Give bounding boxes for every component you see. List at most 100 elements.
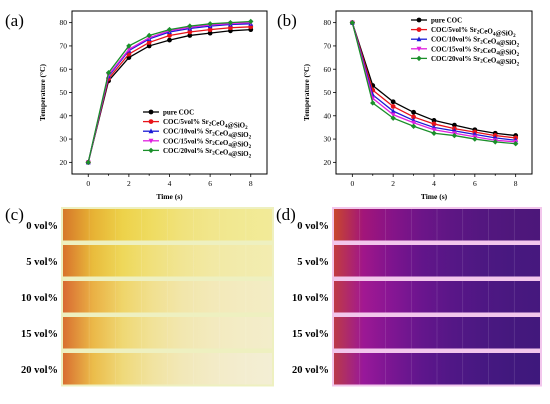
data-point xyxy=(431,121,437,127)
row-label: 10 vol% xyxy=(21,293,58,304)
y-tick-label: 20 xyxy=(60,158,68,167)
data-point xyxy=(248,18,254,25)
data-point xyxy=(228,25,233,31)
data-point xyxy=(146,40,152,45)
y-tick-label: 60 xyxy=(324,65,332,74)
x-tick-label: 8 xyxy=(249,179,253,188)
panel-label-a: (a) xyxy=(5,11,24,30)
thermal-strip xyxy=(334,281,540,313)
thermal-strip xyxy=(334,353,540,385)
data-point xyxy=(105,70,112,76)
data-point xyxy=(207,27,213,33)
y-tick-label: 40 xyxy=(60,111,68,120)
x-tick-label: 6 xyxy=(208,179,212,188)
thermal-strip xyxy=(63,209,272,241)
y-axis-label: Temperature (°C) xyxy=(38,64,47,121)
y-tick-label: 70 xyxy=(60,42,68,51)
legend-entry: COC/15vol% Sr2CeO4@SiO2 xyxy=(163,137,252,150)
data-point xyxy=(349,19,356,26)
thermal-strip xyxy=(63,281,272,313)
legend-marker xyxy=(416,17,422,23)
panel-label-b: (b) xyxy=(277,11,297,30)
y-tick-label: 80 xyxy=(60,18,68,27)
data-point xyxy=(411,114,416,120)
y-tick-label: 50 xyxy=(60,88,68,97)
data-point xyxy=(146,32,152,39)
cooling-thermal-images: (d) 0 vol% 5 vol% 10 vol% 15 vol% 20 vol% xyxy=(276,205,542,387)
y-tick-label: 30 xyxy=(324,135,332,144)
thermal-strip xyxy=(334,317,540,349)
y-axis-label: Temperature (°C) xyxy=(302,64,311,121)
data-point xyxy=(492,139,498,145)
y-tick-label: 60 xyxy=(60,65,68,74)
legend-marker xyxy=(148,138,154,144)
data-point xyxy=(146,35,152,41)
data-point xyxy=(370,100,376,106)
data-point xyxy=(167,33,172,38)
legend-entry: COC/10vol% Sr2CeO4@SiO2 xyxy=(163,128,252,141)
data-point xyxy=(227,19,234,26)
legend-marker xyxy=(416,36,422,42)
thermal-strip xyxy=(63,317,272,349)
data-point xyxy=(431,130,437,136)
data-point xyxy=(126,43,132,49)
y-tick-label: 20 xyxy=(324,158,332,167)
panel-label-d: (d) xyxy=(276,205,296,224)
data-point xyxy=(146,43,152,49)
legend-entry: COC/20vol% Sr2CeO4@SiO2 xyxy=(163,147,252,160)
data-point xyxy=(390,112,396,118)
x-axis-label: Time (s) xyxy=(156,192,183,201)
heating-thermal-images: (c) 0 vol% 5 vol% 10 vol% 15 vol% 20 vol% xyxy=(5,205,274,387)
y-tick-label: 80 xyxy=(324,18,332,27)
data-point xyxy=(410,123,417,129)
thermal-strip xyxy=(63,353,272,385)
legend-entry: COC/20vol% Sr2CeO4@SiO2 xyxy=(431,55,520,68)
legend-entry: COC/5vol% Sr2CeO4@SiO2 xyxy=(163,118,248,131)
data-point xyxy=(85,159,91,166)
legend-marker xyxy=(416,55,422,62)
legend-entry: COC/10vol% Sr2CeO4@SiO2 xyxy=(431,36,520,49)
legend-marker xyxy=(416,27,422,32)
data-point xyxy=(512,141,519,147)
row-label: 20 vol% xyxy=(292,365,329,376)
row-label: 5 vol% xyxy=(26,257,58,268)
data-point xyxy=(207,21,213,27)
legend-marker xyxy=(148,119,154,124)
legend-entry: pure COC xyxy=(163,109,194,117)
data-point xyxy=(207,30,213,36)
legend-entry: COC/15vol% Sr2CeO4@SiO2 xyxy=(431,45,520,58)
data-point xyxy=(411,120,416,126)
thermal-strip xyxy=(334,209,540,241)
data-point xyxy=(390,115,396,121)
x-tick-label: 6 xyxy=(473,179,477,188)
row-label: 15 vol% xyxy=(292,329,329,340)
data-point xyxy=(390,108,396,114)
row-label: 10 vol% xyxy=(292,293,329,304)
x-tick-label: 2 xyxy=(127,179,131,188)
data-point xyxy=(472,136,478,142)
data-point xyxy=(452,122,457,128)
x-tick-label: 2 xyxy=(391,179,395,188)
data-point xyxy=(390,99,396,105)
thermal-strip xyxy=(334,245,540,277)
y-tick-label: 70 xyxy=(324,42,332,51)
legend-marker xyxy=(416,46,422,52)
x-tick-label: 4 xyxy=(168,179,172,188)
row-label: 20 vol% xyxy=(21,365,58,376)
y-tick-label: 30 xyxy=(60,135,68,144)
data-point xyxy=(126,47,132,53)
data-point xyxy=(411,109,416,115)
x-tick-label: 0 xyxy=(86,179,90,188)
x-tick-label: 4 xyxy=(432,179,436,188)
x-axis-label: Time (s) xyxy=(421,192,448,201)
thermal-strip xyxy=(63,245,272,277)
row-label: 0 vol% xyxy=(297,221,329,232)
data-point xyxy=(187,29,193,35)
data-point xyxy=(431,118,437,123)
y-tick-label: 50 xyxy=(324,88,332,97)
data-point xyxy=(431,127,437,133)
data-point xyxy=(187,33,193,38)
data-point xyxy=(451,132,458,139)
row-label: 15 vol% xyxy=(21,329,58,340)
